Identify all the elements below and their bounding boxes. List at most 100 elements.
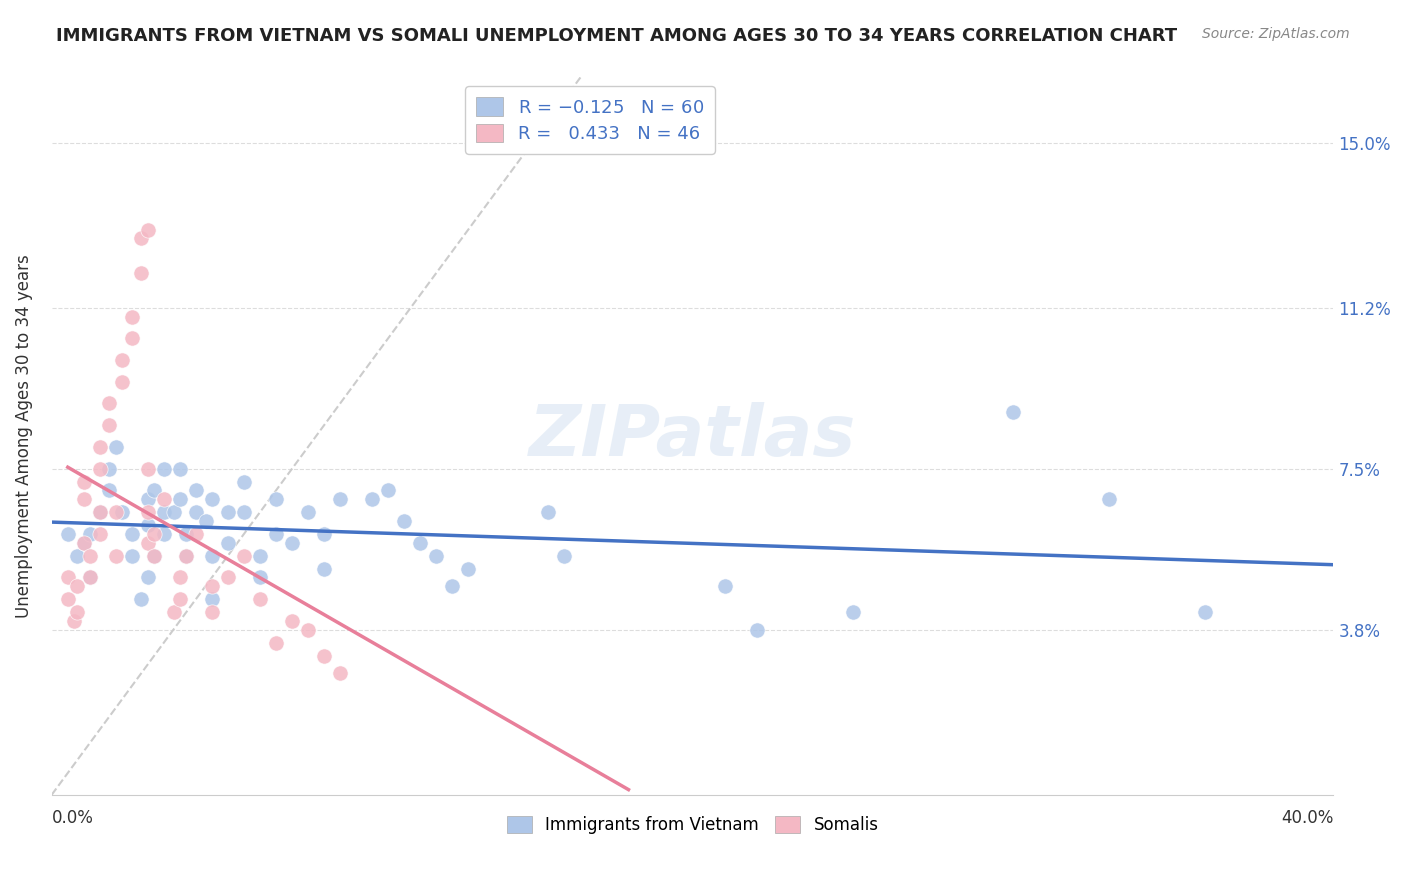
- Point: [184, 527, 207, 541]
- Point: [121, 527, 143, 541]
- Point: [136, 570, 159, 584]
- Point: [73, 535, 96, 549]
- Point: [441, 579, 464, 593]
- Point: [176, 527, 198, 541]
- Point: [162, 505, 184, 519]
- Point: [409, 535, 432, 549]
- Point: [136, 518, 159, 533]
- Point: [104, 505, 127, 519]
- Point: [457, 562, 479, 576]
- Point: [184, 505, 207, 519]
- Point: [297, 623, 319, 637]
- Point: [153, 461, 176, 475]
- Point: [281, 535, 304, 549]
- Point: [143, 527, 166, 541]
- Point: [73, 535, 96, 549]
- Point: [98, 396, 121, 410]
- Point: [121, 549, 143, 563]
- Point: [176, 549, 198, 563]
- Point: [194, 514, 217, 528]
- Y-axis label: Unemployment Among Ages 30 to 34 years: Unemployment Among Ages 30 to 34 years: [15, 254, 32, 618]
- Point: [377, 483, 399, 498]
- Point: [264, 635, 287, 649]
- Point: [1098, 492, 1121, 507]
- Point: [121, 331, 143, 345]
- Point: [66, 579, 89, 593]
- Point: [131, 231, 153, 245]
- Point: [169, 461, 191, 475]
- Point: [66, 605, 89, 619]
- Point: [249, 570, 271, 584]
- Point: [425, 549, 447, 563]
- Point: [73, 475, 96, 489]
- Point: [169, 570, 191, 584]
- Point: [713, 579, 735, 593]
- Point: [66, 549, 89, 563]
- Text: Source: ZipAtlas.com: Source: ZipAtlas.com: [1202, 27, 1350, 41]
- Point: [89, 461, 111, 475]
- Point: [176, 549, 198, 563]
- Point: [121, 310, 143, 324]
- Point: [111, 505, 134, 519]
- Point: [201, 592, 224, 607]
- Point: [143, 483, 166, 498]
- Legend: Immigrants from Vietnam, Somalis: Immigrants from Vietnam, Somalis: [496, 805, 889, 844]
- Point: [1194, 605, 1216, 619]
- Point: [1001, 405, 1024, 419]
- Point: [249, 592, 271, 607]
- Point: [297, 505, 319, 519]
- Point: [281, 614, 304, 628]
- Point: [136, 535, 159, 549]
- Point: [89, 505, 111, 519]
- Point: [314, 527, 336, 541]
- Point: [89, 527, 111, 541]
- Point: [201, 492, 224, 507]
- Point: [553, 549, 575, 563]
- Point: [745, 623, 768, 637]
- Point: [79, 570, 101, 584]
- Text: 0.0%: 0.0%: [52, 809, 94, 827]
- Point: [201, 549, 224, 563]
- Point: [264, 492, 287, 507]
- Point: [184, 483, 207, 498]
- Text: ZIPatlas: ZIPatlas: [529, 401, 856, 471]
- Point: [143, 549, 166, 563]
- Point: [136, 461, 159, 475]
- Point: [131, 592, 153, 607]
- Point: [233, 505, 256, 519]
- Point: [89, 440, 111, 454]
- Point: [143, 549, 166, 563]
- Point: [56, 592, 79, 607]
- Point: [79, 549, 101, 563]
- Point: [201, 605, 224, 619]
- Point: [136, 222, 159, 236]
- Point: [249, 549, 271, 563]
- Point: [264, 527, 287, 541]
- Point: [63, 614, 86, 628]
- Point: [361, 492, 384, 507]
- Point: [111, 375, 134, 389]
- Point: [162, 605, 184, 619]
- Point: [217, 535, 239, 549]
- Point: [842, 605, 865, 619]
- Point: [56, 570, 79, 584]
- Point: [314, 648, 336, 663]
- Point: [217, 505, 239, 519]
- Point: [79, 570, 101, 584]
- Point: [104, 440, 127, 454]
- Point: [233, 475, 256, 489]
- Text: IMMIGRANTS FROM VIETNAM VS SOMALI UNEMPLOYMENT AMONG AGES 30 TO 34 YEARS CORRELA: IMMIGRANTS FROM VIETNAM VS SOMALI UNEMPL…: [56, 27, 1177, 45]
- Point: [111, 353, 134, 368]
- Point: [73, 492, 96, 507]
- Point: [329, 492, 352, 507]
- Point: [169, 492, 191, 507]
- Point: [537, 505, 560, 519]
- Point: [153, 492, 176, 507]
- Point: [153, 527, 176, 541]
- Point: [217, 570, 239, 584]
- Point: [233, 549, 256, 563]
- Point: [104, 549, 127, 563]
- Point: [153, 505, 176, 519]
- Point: [169, 592, 191, 607]
- Point: [201, 579, 224, 593]
